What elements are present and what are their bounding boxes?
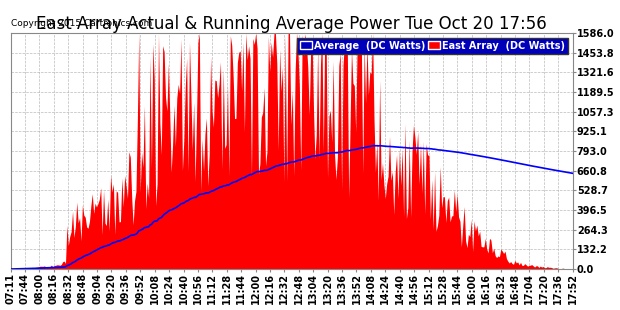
Legend: Average  (DC Watts), East Array  (DC Watts): Average (DC Watts), East Array (DC Watts…	[298, 38, 568, 54]
Text: Copyright 2015 Cartronics.com: Copyright 2015 Cartronics.com	[11, 19, 152, 28]
Title: East Array Actual & Running Average Power Tue Oct 20 17:56: East Array Actual & Running Average Powe…	[36, 15, 547, 33]
